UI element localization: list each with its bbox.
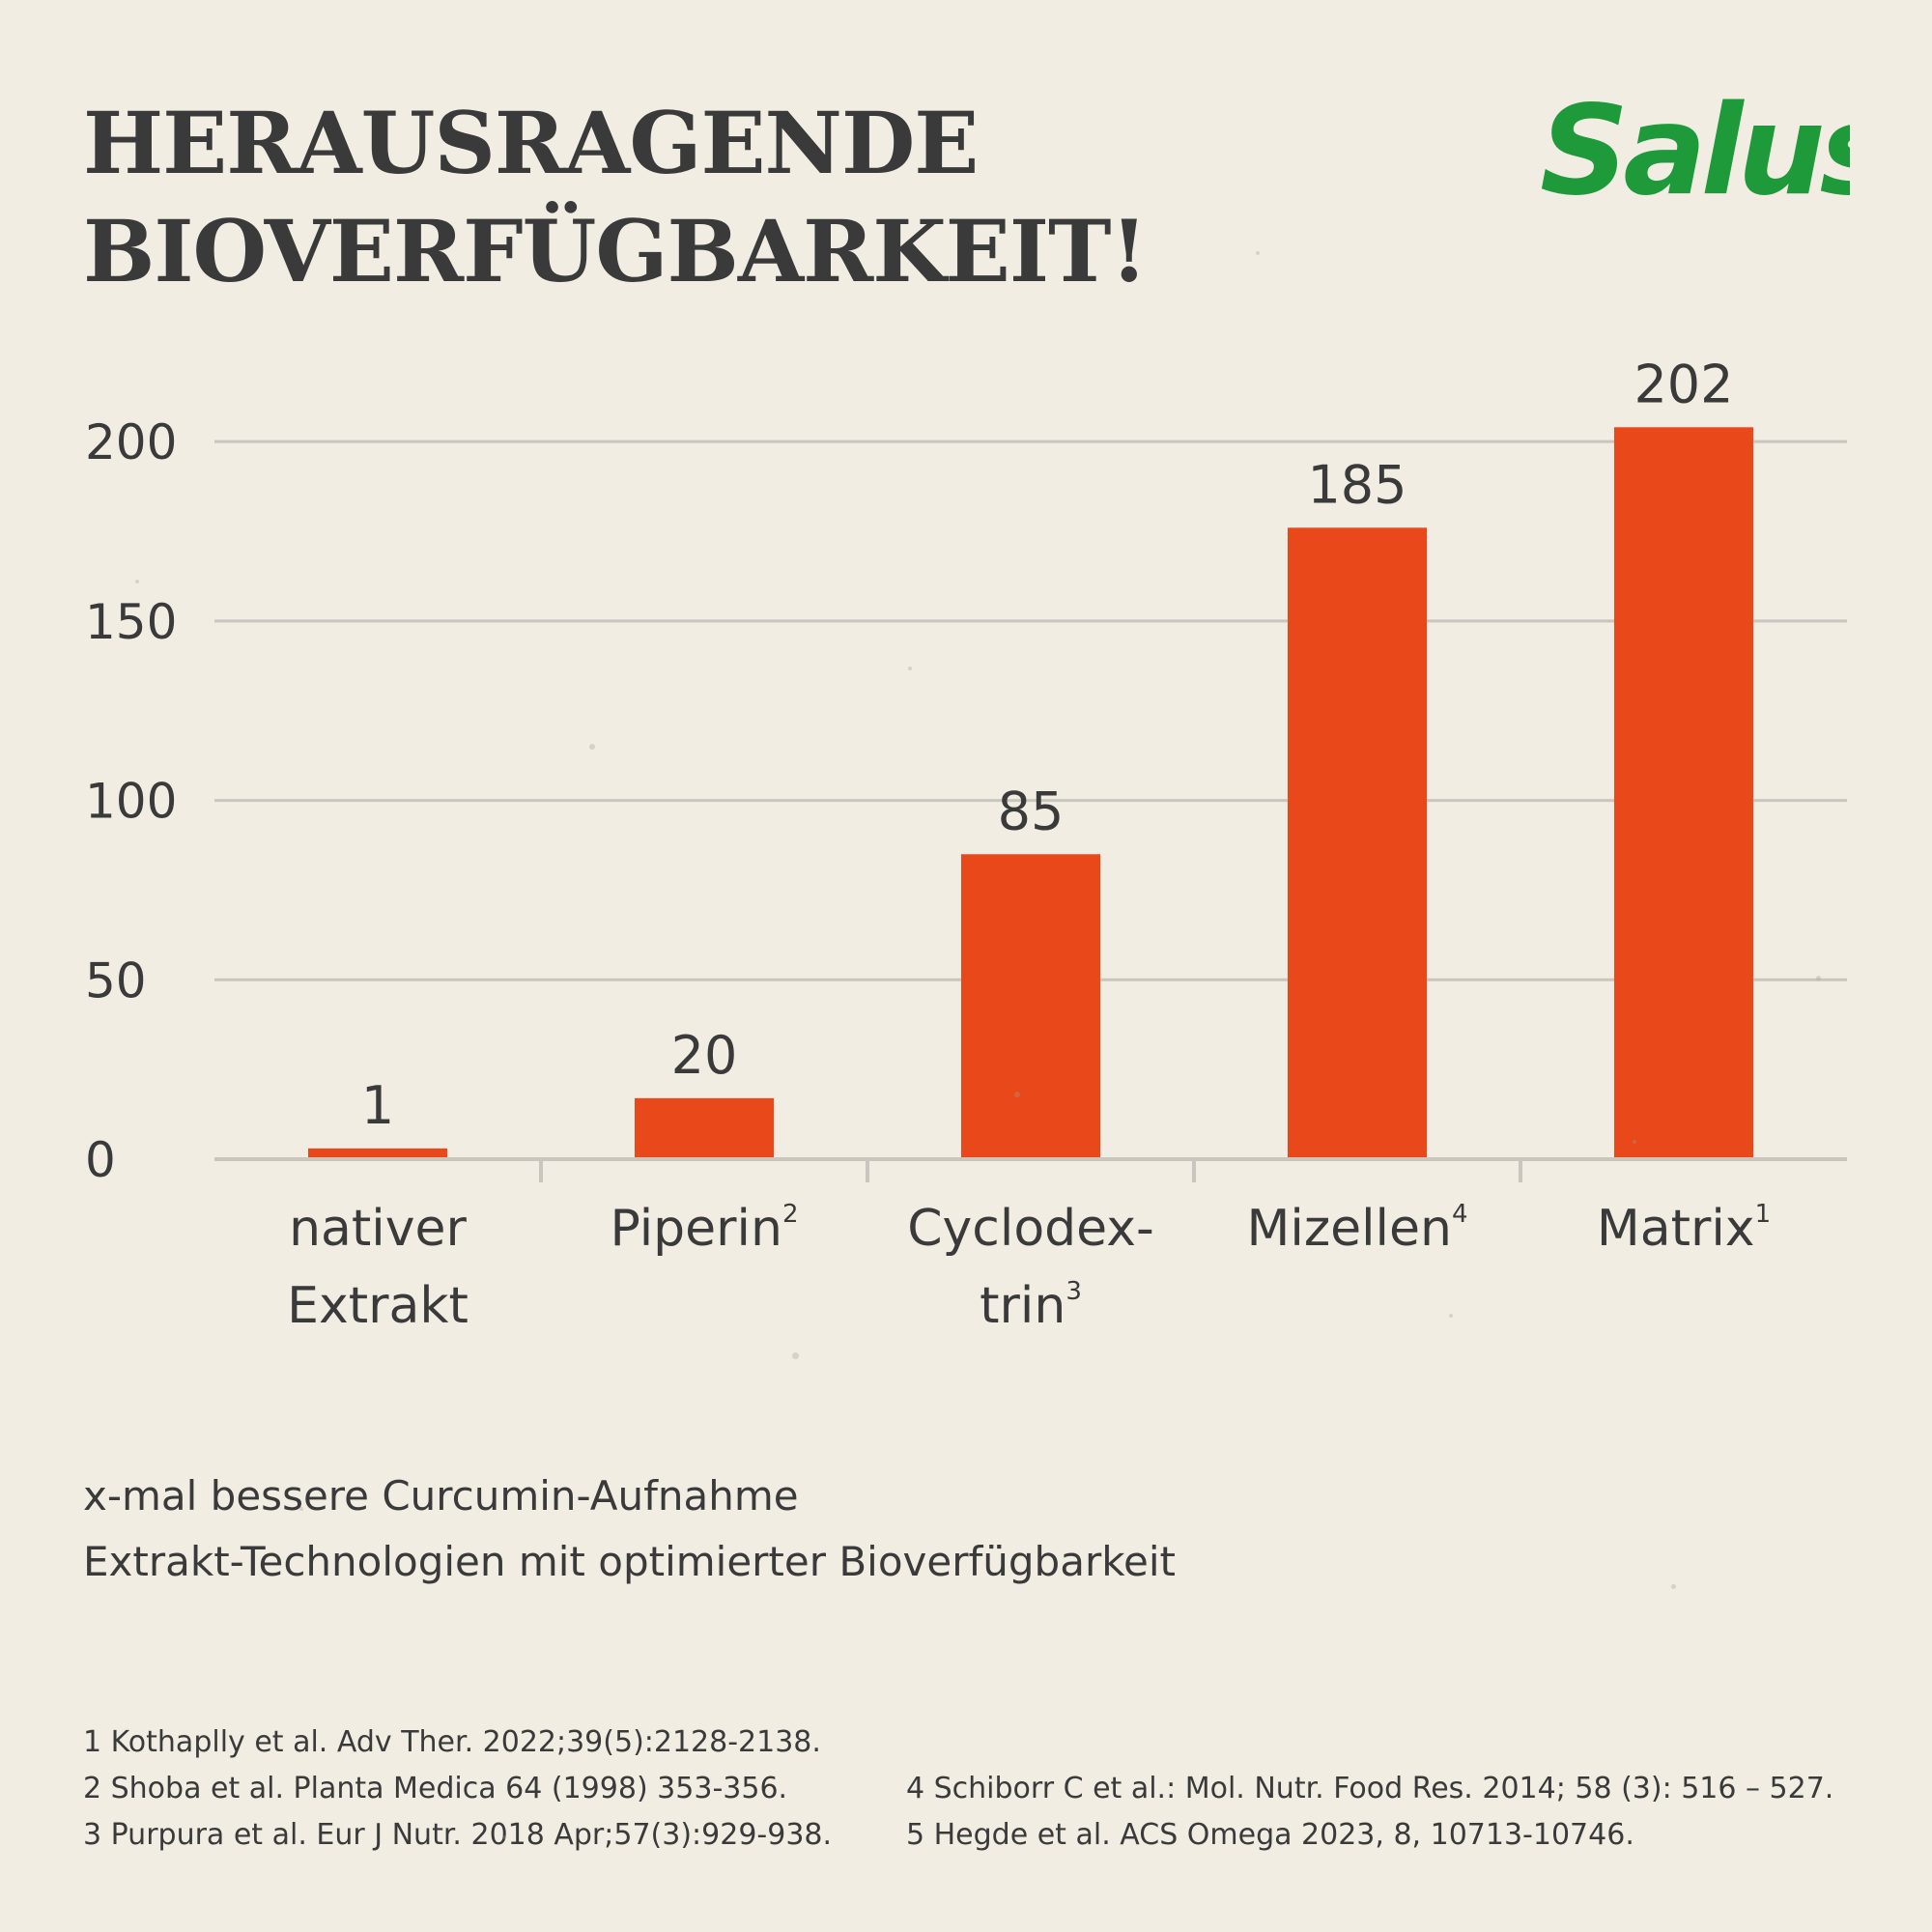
reference-2: 2 Shoba et al. Planta Medica 64 (1998) 3…	[83, 1772, 788, 1805]
bar-3	[1288, 527, 1427, 1157]
category-label-line: Matrix1	[1596, 1200, 1772, 1258]
references-right: 4 Schiborr C et al.: Mol. Nutr. Food Res…	[906, 1766, 1833, 1859]
category-label-line: Cyclodex-	[907, 1200, 1154, 1258]
category-label: Matrix1	[1539, 1190, 1829, 1267]
y-tick-label: 200	[85, 414, 177, 470]
reference-1: 1 Kothaplly et al. Adv Ther. 2022;39(5):…	[83, 1725, 821, 1759]
reference-superscript: 3	[1065, 1277, 1082, 1306]
reference-superscript: 1	[1754, 1200, 1772, 1229]
reference-4: 4 Schiborr C et al.: Mol. Nutr. Food Res…	[906, 1772, 1834, 1805]
paper-texture-speck	[792, 1352, 799, 1359]
paper-texture-speck	[1449, 1314, 1453, 1318]
category-label-line: Piperin2	[610, 1200, 799, 1258]
paper-texture-speck	[1014, 1092, 1020, 1097]
value-label: 20	[671, 1025, 738, 1086]
reference-3: 3 Purpura et al. Eur J Nutr. 2018 Apr;57…	[83, 1818, 833, 1852]
value-label: 85	[998, 781, 1065, 841]
bars	[308, 427, 1753, 1157]
category-label: nativer Extrakt	[233, 1190, 523, 1345]
y-tick-label: 100	[85, 774, 177, 830]
value-label: 185	[1307, 454, 1406, 515]
logo-text: Salus	[1540, 79, 1850, 223]
paper-texture-speck	[1816, 976, 1821, 980]
references-left: 1 Kothaplly et al. Adv Ther. 2022;39(5):…	[83, 1719, 832, 1859]
paper-texture-speck	[1633, 1140, 1636, 1144]
reference-superscript: 4	[1451, 1200, 1468, 1229]
category-label: Mizellen4	[1212, 1190, 1502, 1267]
value-label: 1	[361, 1075, 394, 1136]
title-line-1: HERAUSRAGENDE	[83, 93, 979, 193]
category-label-line: Extrakt	[287, 1277, 469, 1335]
page-title: HERAUSRAGENDE BIOVERFÜGBARKEIT!	[83, 89, 1148, 305]
category-label-line: Mizellen4	[1246, 1200, 1468, 1258]
paper-texture-speck	[502, 1835, 506, 1839]
caption-line-1: x-mal bessere Curcumin-Aufnahme	[83, 1472, 799, 1520]
paper-texture-speck	[299, 1507, 303, 1511]
paper-texture-speck	[589, 744, 595, 750]
bar-0	[308, 1148, 447, 1157]
y-tick-label: 50	[85, 952, 147, 1009]
category-label-line: nativer	[289, 1200, 467, 1258]
grid-lines	[214, 440, 1847, 981]
bar-1	[635, 1097, 774, 1157]
x-axis	[214, 1157, 1847, 1182]
salus-logo: Salus	[1540, 79, 1850, 223]
paper-texture-speck	[908, 667, 912, 670]
category-label-line: trin3	[980, 1277, 1082, 1335]
reference-superscript: 2	[781, 1200, 799, 1229]
paper-texture-speck	[135, 580, 139, 583]
bar-2	[961, 854, 1100, 1157]
chart-caption: x-mal bessere Curcumin-Aufnahme Extrakt-…	[83, 1463, 1176, 1595]
y-tick-label: 150	[85, 594, 177, 650]
paper-texture-speck	[1671, 1584, 1676, 1589]
category-label: Piperin2	[559, 1190, 849, 1267]
y-axis-ticks: 0 50 100 150 200	[85, 414, 177, 1188]
bar-4	[1614, 427, 1753, 1157]
title-line-2: BIOVERFÜGBARKEIT!	[83, 201, 1148, 301]
value-label: 202	[1634, 354, 1733, 414]
y-tick-label: 0	[85, 1132, 116, 1188]
caption-line-2: Extrakt-Technologien mit optimierter Bio…	[83, 1538, 1177, 1585]
reference-5: 5 Hegde et al. ACS Omega 2023, 8, 10713-…	[906, 1818, 1634, 1852]
value-labels: 1 20 85 185 202	[361, 354, 1734, 1136]
category-label: Cyclodex-trin3	[886, 1190, 1176, 1345]
paper-texture-speck	[1256, 251, 1260, 255]
